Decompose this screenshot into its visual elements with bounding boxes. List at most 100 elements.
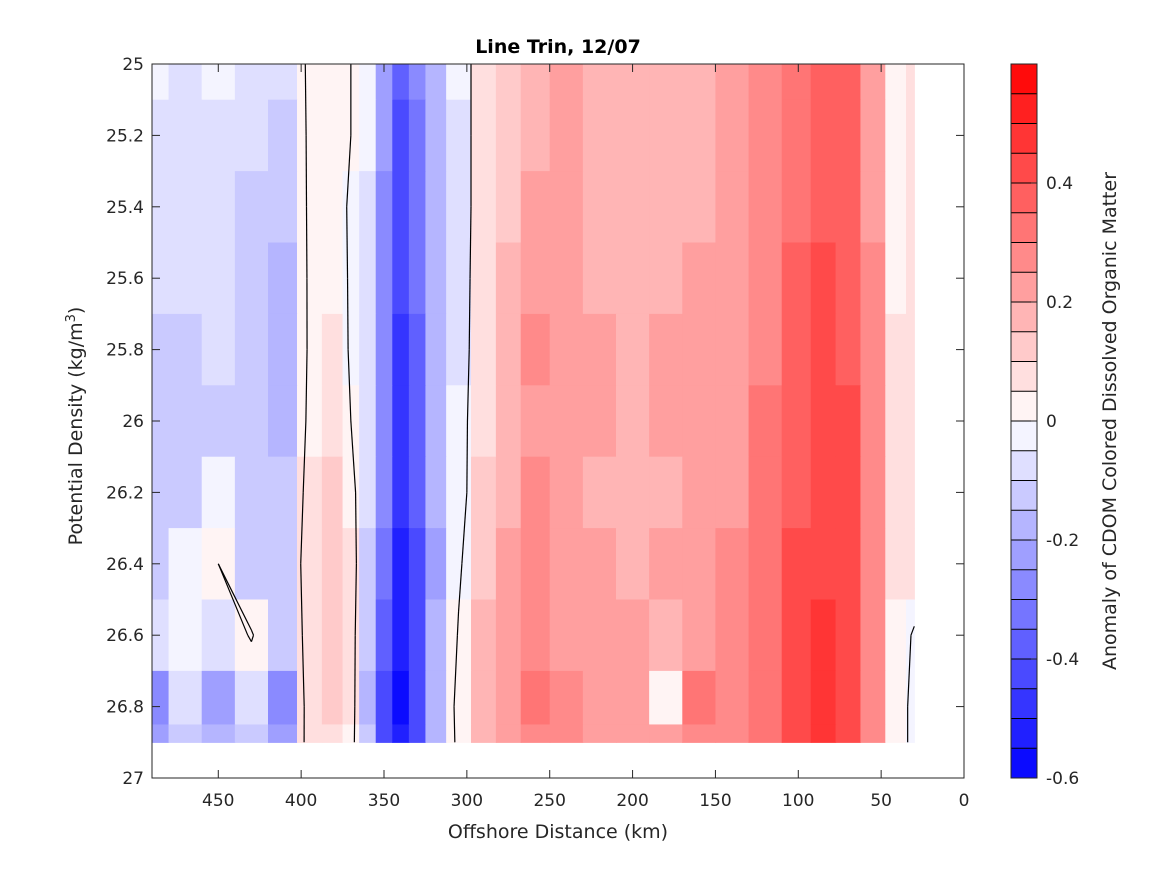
heatmap-cell xyxy=(152,242,170,315)
heatmap-cell xyxy=(549,313,584,386)
heatmap-cell xyxy=(649,64,683,101)
heatmap-cell xyxy=(425,528,447,601)
colorbar-swatch xyxy=(1011,361,1037,392)
heatmap-cell xyxy=(425,670,447,726)
heatmap-cell xyxy=(835,528,862,601)
heatmap-cell xyxy=(168,599,203,672)
heatmap-cell xyxy=(471,724,497,743)
colorbar-swatch xyxy=(1011,599,1037,630)
heatmap-cell xyxy=(375,724,393,743)
contour-segment xyxy=(305,349,308,422)
x-tick-label: 450 xyxy=(202,791,234,811)
heatmap-cell xyxy=(408,313,427,386)
heatmap-cell xyxy=(715,313,750,386)
heatmap-cell xyxy=(495,599,522,672)
heatmap-cell xyxy=(375,99,393,172)
colorbar-swatch xyxy=(1011,688,1037,719)
heatmap-cell xyxy=(781,456,812,529)
heatmap-cell xyxy=(835,670,862,726)
heatmap-cell xyxy=(359,456,377,529)
heatmap-cell xyxy=(549,99,584,172)
heatmap-cell xyxy=(425,171,447,244)
heatmap-cell xyxy=(582,99,617,172)
heatmap-cell xyxy=(268,313,298,386)
heatmap-cell xyxy=(649,528,683,601)
heatmap-cell xyxy=(860,528,886,601)
heatmap-cell xyxy=(234,385,269,458)
heatmap-cell xyxy=(885,456,907,529)
heatmap-cell xyxy=(471,456,497,529)
colorbar-tick-label: -0.6 xyxy=(1046,769,1079,789)
heatmap-cell xyxy=(649,456,683,529)
heatmap-cell xyxy=(495,724,522,743)
heatmap-cell xyxy=(520,313,551,386)
x-tick-label: 0 xyxy=(959,791,970,811)
x-tick-label: 300 xyxy=(451,791,483,811)
colorbar-swatch xyxy=(1011,242,1037,273)
contour-segment xyxy=(347,349,352,422)
contour-segment xyxy=(469,206,472,279)
heatmap-cell xyxy=(715,64,750,101)
y-axis-label-superscript: 3 xyxy=(64,314,79,322)
heatmap-cell xyxy=(781,670,812,726)
heatmap-cell xyxy=(748,171,783,244)
heatmap-cell xyxy=(906,64,915,101)
contour-segment xyxy=(456,611,460,636)
x-tick-label: 350 xyxy=(368,791,400,811)
heatmap-cell xyxy=(906,385,915,458)
heatmap-cell xyxy=(359,171,377,244)
heatmap-cell xyxy=(446,670,472,726)
contour-segment xyxy=(247,634,252,642)
heatmap-cell xyxy=(359,528,377,601)
heatmap-cell xyxy=(425,456,447,529)
heatmap-cell xyxy=(860,456,886,529)
heatmap-cell xyxy=(168,242,203,315)
heatmap-cell xyxy=(906,528,915,601)
heatmap-cell xyxy=(425,242,447,315)
heatmap-cell xyxy=(649,724,683,743)
heatmap-cell xyxy=(649,385,683,458)
contour-segment xyxy=(217,563,249,636)
heatmap-cell xyxy=(748,385,783,458)
heatmap-cell xyxy=(520,171,551,244)
y-tick-label: 26.4 xyxy=(106,555,144,575)
heatmap-cell xyxy=(616,599,650,672)
heatmap-cell xyxy=(582,599,617,672)
heatmap-cell xyxy=(682,171,717,244)
heatmap-cell xyxy=(885,724,907,743)
contour-segment xyxy=(346,135,352,207)
heatmap-cell xyxy=(835,171,862,244)
heatmap-cell xyxy=(549,670,584,726)
heatmap-cell xyxy=(297,99,323,172)
heatmap-cell xyxy=(268,64,298,101)
contour-segment xyxy=(354,492,357,564)
heatmap-field xyxy=(152,64,915,743)
heatmap-cell xyxy=(885,599,907,672)
heatmap-cell xyxy=(906,670,915,726)
y-tick-label: 25.8 xyxy=(106,341,144,361)
y-tick-label: 27 xyxy=(122,769,144,789)
heatmap-cell xyxy=(471,99,497,172)
heatmap-cell xyxy=(268,171,298,244)
heatmap-cell xyxy=(495,64,522,101)
x-axis-ticks: 450 400 350 300 250 200 150 100 50 0 xyxy=(202,64,969,811)
heatmap-cell xyxy=(906,456,915,529)
y-tick-label: 26 xyxy=(122,412,144,432)
heatmap-cell xyxy=(781,724,812,743)
heatmap-cell xyxy=(781,242,812,315)
heatmap-cell xyxy=(268,456,298,529)
colorbar-swatch xyxy=(1011,64,1037,95)
heatmap-cell xyxy=(359,99,377,172)
heatmap-cell xyxy=(471,242,497,315)
heatmap-cell xyxy=(359,242,377,315)
heatmap-cell xyxy=(342,724,360,743)
contour-segment xyxy=(453,635,458,707)
heatmap-cell xyxy=(446,724,472,743)
heatmap-cell xyxy=(748,670,783,726)
contour-segment xyxy=(457,563,463,612)
heatmap-cell xyxy=(810,670,837,726)
colorbar-tick-label: -0.2 xyxy=(1046,531,1079,551)
heatmap-cell xyxy=(342,528,360,601)
heatmap-cell xyxy=(392,242,410,315)
